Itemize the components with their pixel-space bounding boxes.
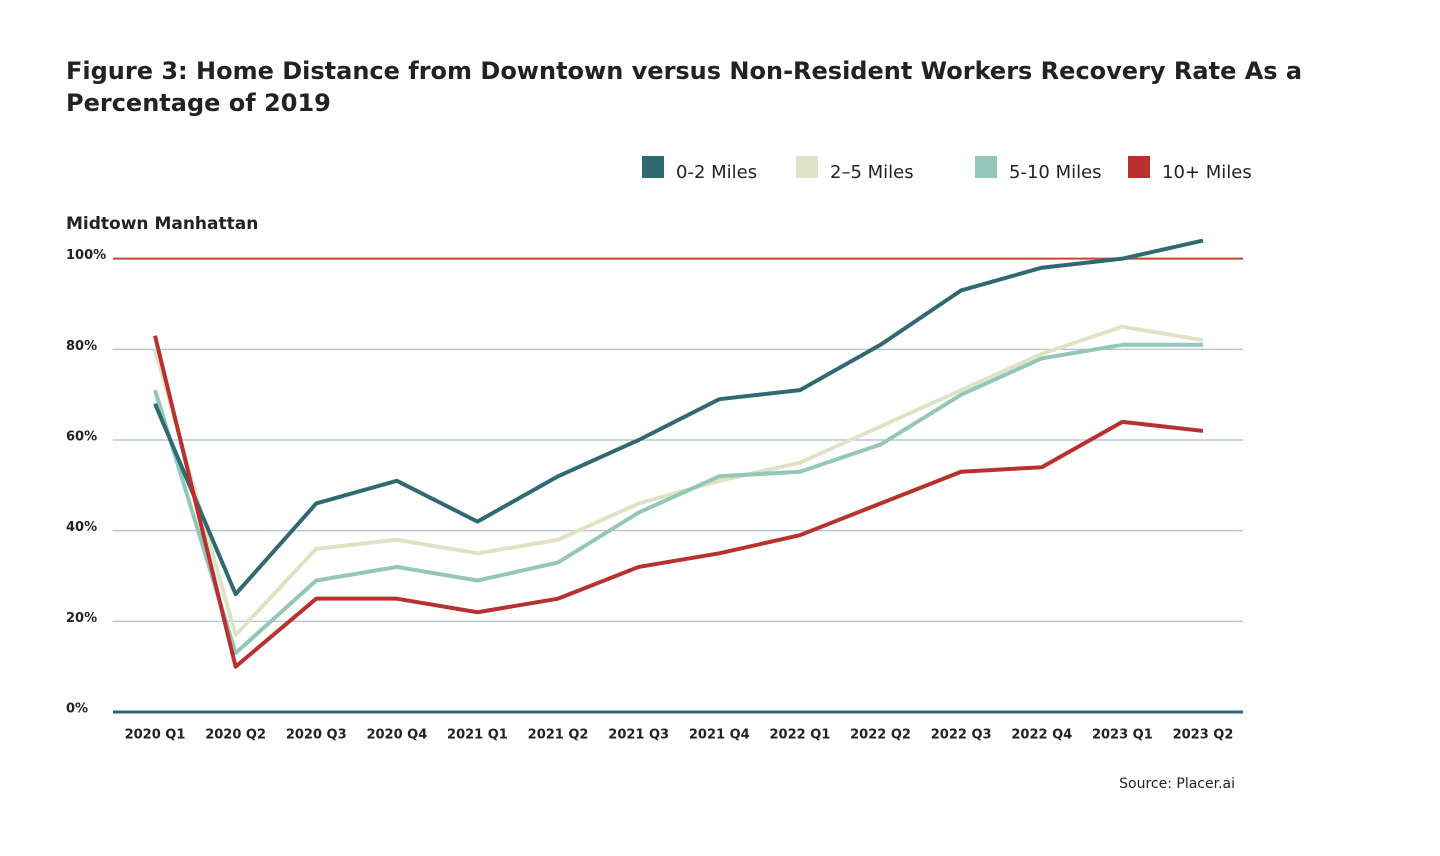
x-tick-label: 2022 Q2	[850, 728, 911, 743]
y-tick-label: 100%	[66, 248, 106, 263]
x-tick-label: 2022 Q1	[770, 728, 831, 743]
series-line	[153, 342, 1203, 656]
source-note: Source: Placer.ai	[1119, 776, 1235, 792]
legend-label: 2–5 Miles	[830, 162, 914, 183]
chart-subtitle: Midtown Manhattan	[66, 214, 258, 234]
legend-label: 0-2 Miles	[676, 162, 757, 183]
x-tick-label: 2022 Q4	[1011, 728, 1072, 743]
series-line	[153, 324, 1204, 637]
x-tick-label: 2021 Q4	[689, 728, 750, 743]
x-tick-label: 2023 Q1	[1092, 728, 1153, 743]
legend-swatch	[796, 156, 818, 178]
legend-label: 10+ Miles	[1162, 162, 1252, 183]
legend-swatch	[1128, 156, 1150, 178]
x-tick-label: 2021 Q3	[608, 728, 669, 743]
legend-swatch	[975, 156, 997, 178]
x-tick-label: 2020 Q3	[286, 728, 347, 743]
series-line	[153, 335, 1204, 669]
x-tick-label: 2023 Q2	[1173, 728, 1234, 743]
y-tick-label: 40%	[66, 520, 97, 535]
x-tick-label: 2022 Q3	[931, 728, 992, 743]
x-tick-label: 2020 Q4	[366, 728, 427, 743]
x-tick-label: 2021 Q1	[447, 728, 508, 743]
legend-swatch	[642, 156, 664, 178]
y-tick-label: 20%	[66, 611, 97, 626]
x-tick-label: 2021 Q2	[528, 728, 589, 743]
y-tick-label: 60%	[66, 430, 97, 445]
legend-label: 5-10 Miles	[1009, 162, 1102, 183]
chart-title: Figure 3: Home Distance from Downtown ve…	[66, 57, 1302, 117]
x-tick-label: 2020 Q1	[125, 728, 186, 743]
y-tick-label: 0%	[66, 702, 88, 717]
y-tick-label: 80%	[66, 339, 97, 354]
x-tick-label: 2020 Q2	[205, 728, 266, 743]
series-line	[153, 238, 1204, 597]
